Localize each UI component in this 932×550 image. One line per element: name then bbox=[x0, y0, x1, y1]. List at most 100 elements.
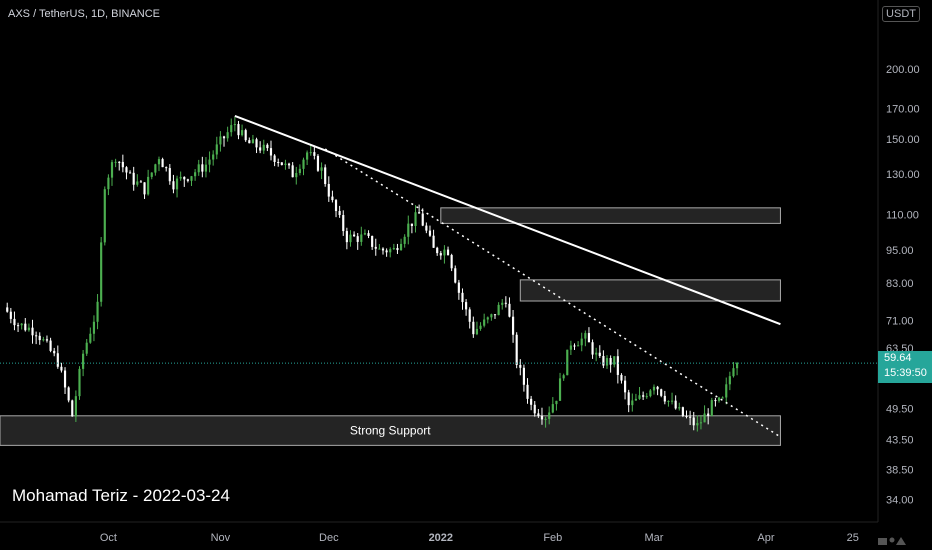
candle-body bbox=[208, 159, 211, 165]
candle-body bbox=[226, 132, 229, 139]
candle-body bbox=[132, 172, 135, 185]
candle-body bbox=[396, 248, 399, 251]
currency-button[interactable]: USDT bbox=[882, 6, 920, 22]
candle-body bbox=[551, 404, 554, 413]
candle-body bbox=[24, 323, 27, 331]
candle-body bbox=[544, 418, 547, 420]
candle-body bbox=[280, 162, 283, 165]
candle-body bbox=[295, 173, 298, 178]
candle-body bbox=[240, 130, 244, 136]
candle-body bbox=[114, 161, 117, 163]
candle-body bbox=[9, 311, 12, 319]
candle-body bbox=[685, 416, 688, 418]
candle-body bbox=[468, 309, 471, 322]
resistance-zone bbox=[0, 415, 781, 446]
candle-body bbox=[324, 167, 327, 184]
candle-body bbox=[522, 367, 525, 385]
candle-body bbox=[56, 353, 59, 367]
candle-body bbox=[605, 358, 609, 366]
candle-body bbox=[443, 249, 446, 256]
candle-body bbox=[620, 374, 623, 381]
candle-body bbox=[598, 352, 601, 356]
candle-body bbox=[642, 395, 645, 397]
candle-body bbox=[194, 172, 197, 177]
candle-body bbox=[649, 390, 652, 397]
candle-body bbox=[493, 314, 497, 316]
candle-body bbox=[125, 167, 128, 173]
candle-body bbox=[183, 176, 186, 180]
candle-body bbox=[403, 236, 406, 244]
candle-body bbox=[251, 139, 255, 144]
time-tick-label: Dec bbox=[319, 532, 339, 544]
price-tick-label: 43.50 bbox=[886, 435, 914, 447]
candle-body bbox=[537, 413, 540, 416]
price-tick-label: 83.00 bbox=[886, 278, 914, 290]
candle-body bbox=[569, 345, 572, 350]
candle-body bbox=[136, 181, 139, 185]
candle-body bbox=[71, 400, 74, 417]
candle-body bbox=[725, 384, 728, 398]
candle-body bbox=[465, 302, 468, 310]
candle-body bbox=[707, 413, 710, 416]
candle-body bbox=[508, 303, 511, 317]
tradingview-logo-icon bbox=[878, 537, 906, 545]
candle-body bbox=[414, 212, 417, 226]
candle-body bbox=[197, 164, 200, 173]
candle-body bbox=[313, 152, 316, 156]
resistance-zone bbox=[519, 279, 781, 302]
candle-body bbox=[436, 247, 439, 254]
candle-body bbox=[457, 282, 460, 293]
candle-body bbox=[486, 317, 489, 320]
candle-body bbox=[6, 307, 9, 312]
candle-body bbox=[49, 340, 52, 351]
zone-label: Strong Support bbox=[350, 424, 431, 438]
candle-body bbox=[89, 333, 92, 343]
candle-body bbox=[118, 161, 121, 163]
candle-body bbox=[392, 248, 395, 250]
candle-body bbox=[103, 189, 106, 243]
trendline-solid bbox=[234, 114, 781, 326]
candle-body bbox=[212, 154, 215, 160]
candle-body bbox=[407, 223, 410, 237]
candle-body bbox=[533, 404, 536, 414]
candle-body bbox=[85, 342, 88, 354]
candle-body bbox=[327, 183, 330, 197]
candle-body bbox=[627, 392, 630, 406]
candle-body bbox=[215, 144, 218, 155]
candle-body bbox=[168, 168, 171, 182]
candle-body bbox=[31, 327, 34, 336]
author-watermark: Mohamad Teriz - 2022-03-24 bbox=[12, 486, 230, 505]
time-tick-label: Nov bbox=[211, 532, 231, 544]
price-tick-label: 170.00 bbox=[886, 104, 920, 116]
candle-body bbox=[219, 136, 222, 145]
candle-body bbox=[360, 234, 363, 242]
candle-body bbox=[410, 223, 413, 226]
candle-body bbox=[222, 136, 226, 139]
candle-body bbox=[82, 353, 85, 369]
candle-body bbox=[587, 333, 591, 343]
candle-body bbox=[179, 176, 182, 179]
candle-body bbox=[721, 397, 724, 399]
candle-body bbox=[139, 181, 142, 183]
candle-body bbox=[287, 163, 291, 166]
candle-body bbox=[710, 400, 713, 416]
price-tick-label: 130.00 bbox=[886, 169, 920, 181]
candle-body bbox=[389, 249, 392, 253]
candle-body bbox=[338, 211, 341, 216]
candle-body bbox=[580, 338, 583, 346]
candle-body bbox=[681, 407, 684, 417]
candle-body bbox=[732, 368, 735, 377]
candle-body bbox=[634, 398, 638, 401]
candle-body bbox=[450, 255, 453, 269]
candle-body bbox=[399, 243, 403, 251]
candle-body bbox=[623, 380, 627, 393]
candle-body bbox=[356, 236, 359, 242]
candle-body bbox=[374, 246, 377, 249]
candle-body bbox=[511, 316, 515, 335]
candle-body bbox=[190, 176, 193, 181]
candle-body bbox=[175, 178, 179, 190]
candle-body bbox=[692, 417, 695, 426]
candle-body bbox=[27, 327, 30, 331]
price-tick-label: 200.00 bbox=[886, 64, 920, 76]
